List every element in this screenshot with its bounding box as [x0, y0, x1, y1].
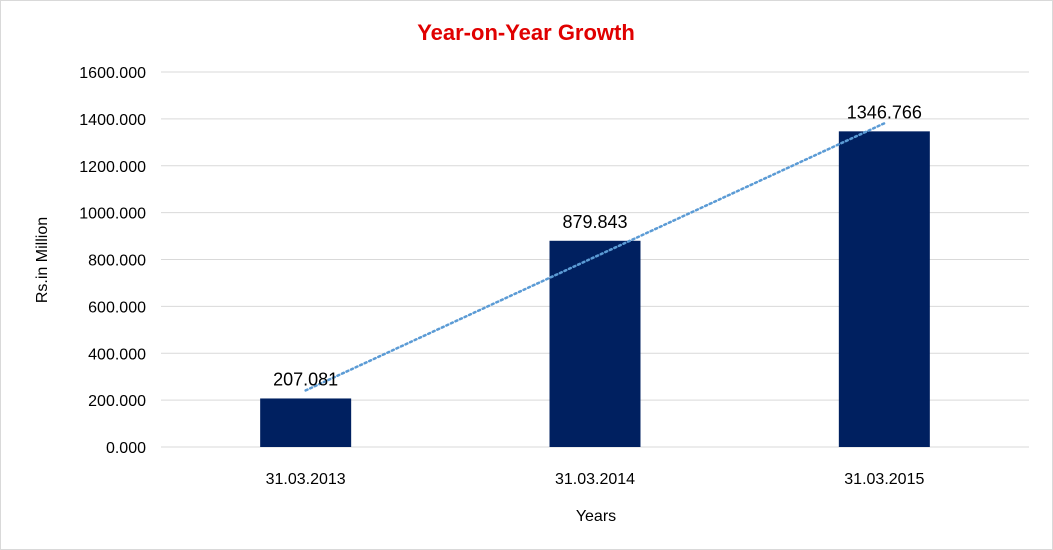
bar: [549, 240, 641, 447]
data-label: 1346.766: [847, 102, 922, 122]
x-tick-label: 31.03.2014: [555, 471, 635, 488]
data-label: 879.843: [562, 212, 627, 232]
x-axis-ticks: 31.03.2013 31.03.2014 31.03.2015: [266, 471, 925, 488]
bar: [838, 131, 930, 447]
y-tick-label: 1400.000: [79, 112, 146, 129]
y-tick-label: 1200.000: [79, 159, 146, 176]
bar: [260, 398, 352, 447]
trendline-layer: [304, 122, 886, 392]
y-tick-label: 0.000: [106, 440, 146, 457]
bars: [260, 131, 930, 447]
data-label: 207.081: [273, 369, 338, 389]
y-tick-label: 600.000: [88, 299, 146, 316]
y-tick-label: 1000.000: [79, 206, 146, 223]
x-axis-label: Years: [576, 508, 616, 525]
y-axis-ticks: 0.000 200.000 400.000 600.000 800.000 1000.00…: [79, 65, 146, 457]
y-tick-label: 800.000: [88, 253, 146, 270]
y-tick-label: 200.000: [88, 393, 146, 410]
x-tick-label: 31.03.2013: [266, 471, 346, 488]
y-tick-label: 1600.000: [79, 65, 146, 82]
x-tick-label: 31.03.2015: [844, 471, 924, 488]
y-tick-label: 400.000: [88, 346, 146, 363]
y-axis-label: Rs.in Million: [34, 217, 51, 303]
trendline: [304, 122, 886, 392]
data-labels: 207.081 879.843 1346.766: [273, 102, 922, 389]
chart-title: Year-on-Year Growth: [417, 20, 635, 45]
